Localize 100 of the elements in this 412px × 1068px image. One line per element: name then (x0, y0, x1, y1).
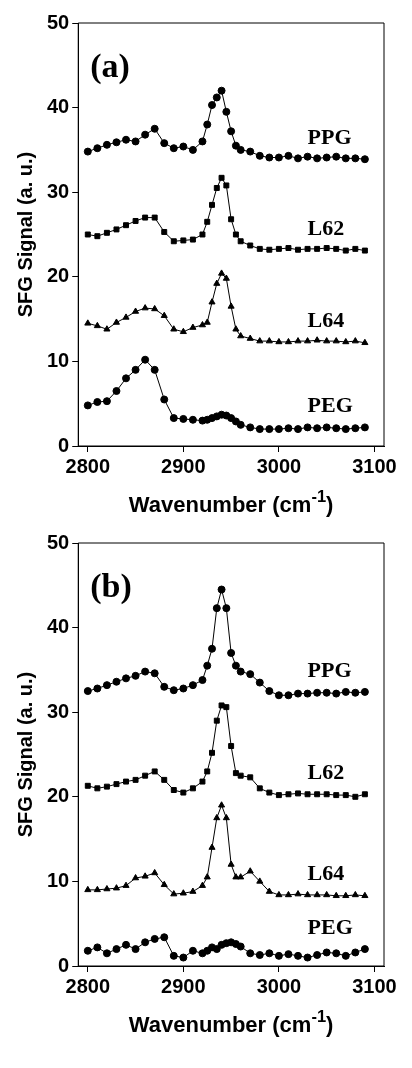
point (322, 688, 331, 697)
point (84, 885, 92, 893)
point (295, 790, 301, 797)
point (169, 144, 178, 153)
point (236, 145, 245, 154)
point (265, 687, 274, 696)
point (237, 873, 245, 880)
x-tick-label: 3100 (352, 454, 397, 477)
point (204, 218, 211, 225)
point (227, 127, 236, 136)
point (351, 688, 360, 697)
y-tick-label: 40 (47, 95, 70, 118)
point (179, 889, 187, 896)
point (160, 395, 169, 404)
point (351, 424, 360, 433)
point (255, 678, 264, 687)
point (236, 667, 245, 676)
point (208, 101, 217, 110)
y-tick-label: 40 (47, 615, 70, 638)
point (209, 201, 215, 208)
point (231, 661, 240, 670)
point (284, 151, 293, 160)
point (284, 890, 292, 898)
point (151, 768, 158, 775)
series-label: PPG (307, 123, 352, 149)
point (284, 424, 293, 433)
point (237, 238, 244, 245)
point (150, 934, 159, 943)
point (322, 948, 331, 957)
x-tick-label: 2900 (161, 454, 206, 477)
y-axis-title: SFG Signal (a. u.) (13, 671, 36, 838)
point (360, 945, 369, 954)
point (294, 689, 303, 698)
point (218, 174, 225, 181)
x-tick-label: 3000 (256, 454, 302, 477)
point (83, 687, 92, 696)
point (213, 813, 221, 821)
point (170, 238, 177, 245)
point (304, 245, 311, 252)
point (332, 949, 341, 958)
point (303, 423, 312, 432)
text: (a) (90, 46, 130, 85)
point (142, 772, 149, 779)
y-tick-label: 30 (47, 179, 70, 202)
point (179, 142, 188, 151)
point (294, 154, 303, 163)
point (112, 387, 121, 396)
text: (b) (90, 566, 132, 605)
point (132, 217, 139, 224)
point (303, 953, 312, 962)
point (304, 337, 312, 344)
point (274, 153, 283, 162)
point (341, 154, 350, 163)
point (255, 151, 264, 160)
point (112, 318, 120, 325)
point (266, 246, 273, 253)
point (93, 885, 101, 893)
point (274, 951, 283, 960)
point (83, 147, 92, 156)
point (323, 890, 331, 898)
point (232, 770, 239, 777)
point (188, 415, 197, 424)
point (102, 397, 111, 406)
point (213, 185, 220, 191)
point (275, 890, 283, 898)
point (180, 789, 187, 796)
point (246, 423, 255, 432)
point (275, 245, 282, 252)
point (198, 321, 206, 328)
point (132, 776, 139, 783)
y-tick-label: 50 (47, 530, 70, 553)
point (218, 702, 225, 709)
point (217, 585, 226, 594)
x-tick-label: 2800 (65, 974, 111, 997)
point (103, 229, 110, 236)
point (179, 953, 188, 962)
point (294, 951, 303, 960)
point (123, 222, 129, 229)
point (203, 318, 211, 325)
point (93, 684, 102, 693)
series-label: PEG (307, 392, 353, 418)
point (212, 945, 221, 954)
point (160, 933, 169, 942)
point (246, 949, 255, 958)
point (313, 890, 321, 898)
point (222, 107, 231, 116)
point (332, 424, 341, 433)
point (198, 881, 206, 888)
point (304, 890, 312, 898)
point (208, 843, 216, 850)
point (285, 245, 292, 252)
y-tick-label: 30 (47, 699, 70, 722)
point (141, 130, 150, 139)
point (198, 676, 207, 685)
point (274, 425, 283, 434)
point (323, 337, 331, 344)
point (332, 337, 340, 344)
point (160, 139, 169, 148)
point (160, 880, 168, 888)
point (352, 245, 359, 252)
